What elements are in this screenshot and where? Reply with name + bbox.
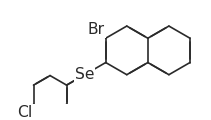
Text: Cl: Cl — [17, 105, 33, 120]
Text: Br: Br — [88, 22, 105, 37]
Text: Se: Se — [75, 67, 94, 82]
Text: Br: Br — [88, 22, 105, 37]
Text: Se: Se — [75, 67, 94, 82]
Text: Cl: Cl — [17, 105, 33, 120]
